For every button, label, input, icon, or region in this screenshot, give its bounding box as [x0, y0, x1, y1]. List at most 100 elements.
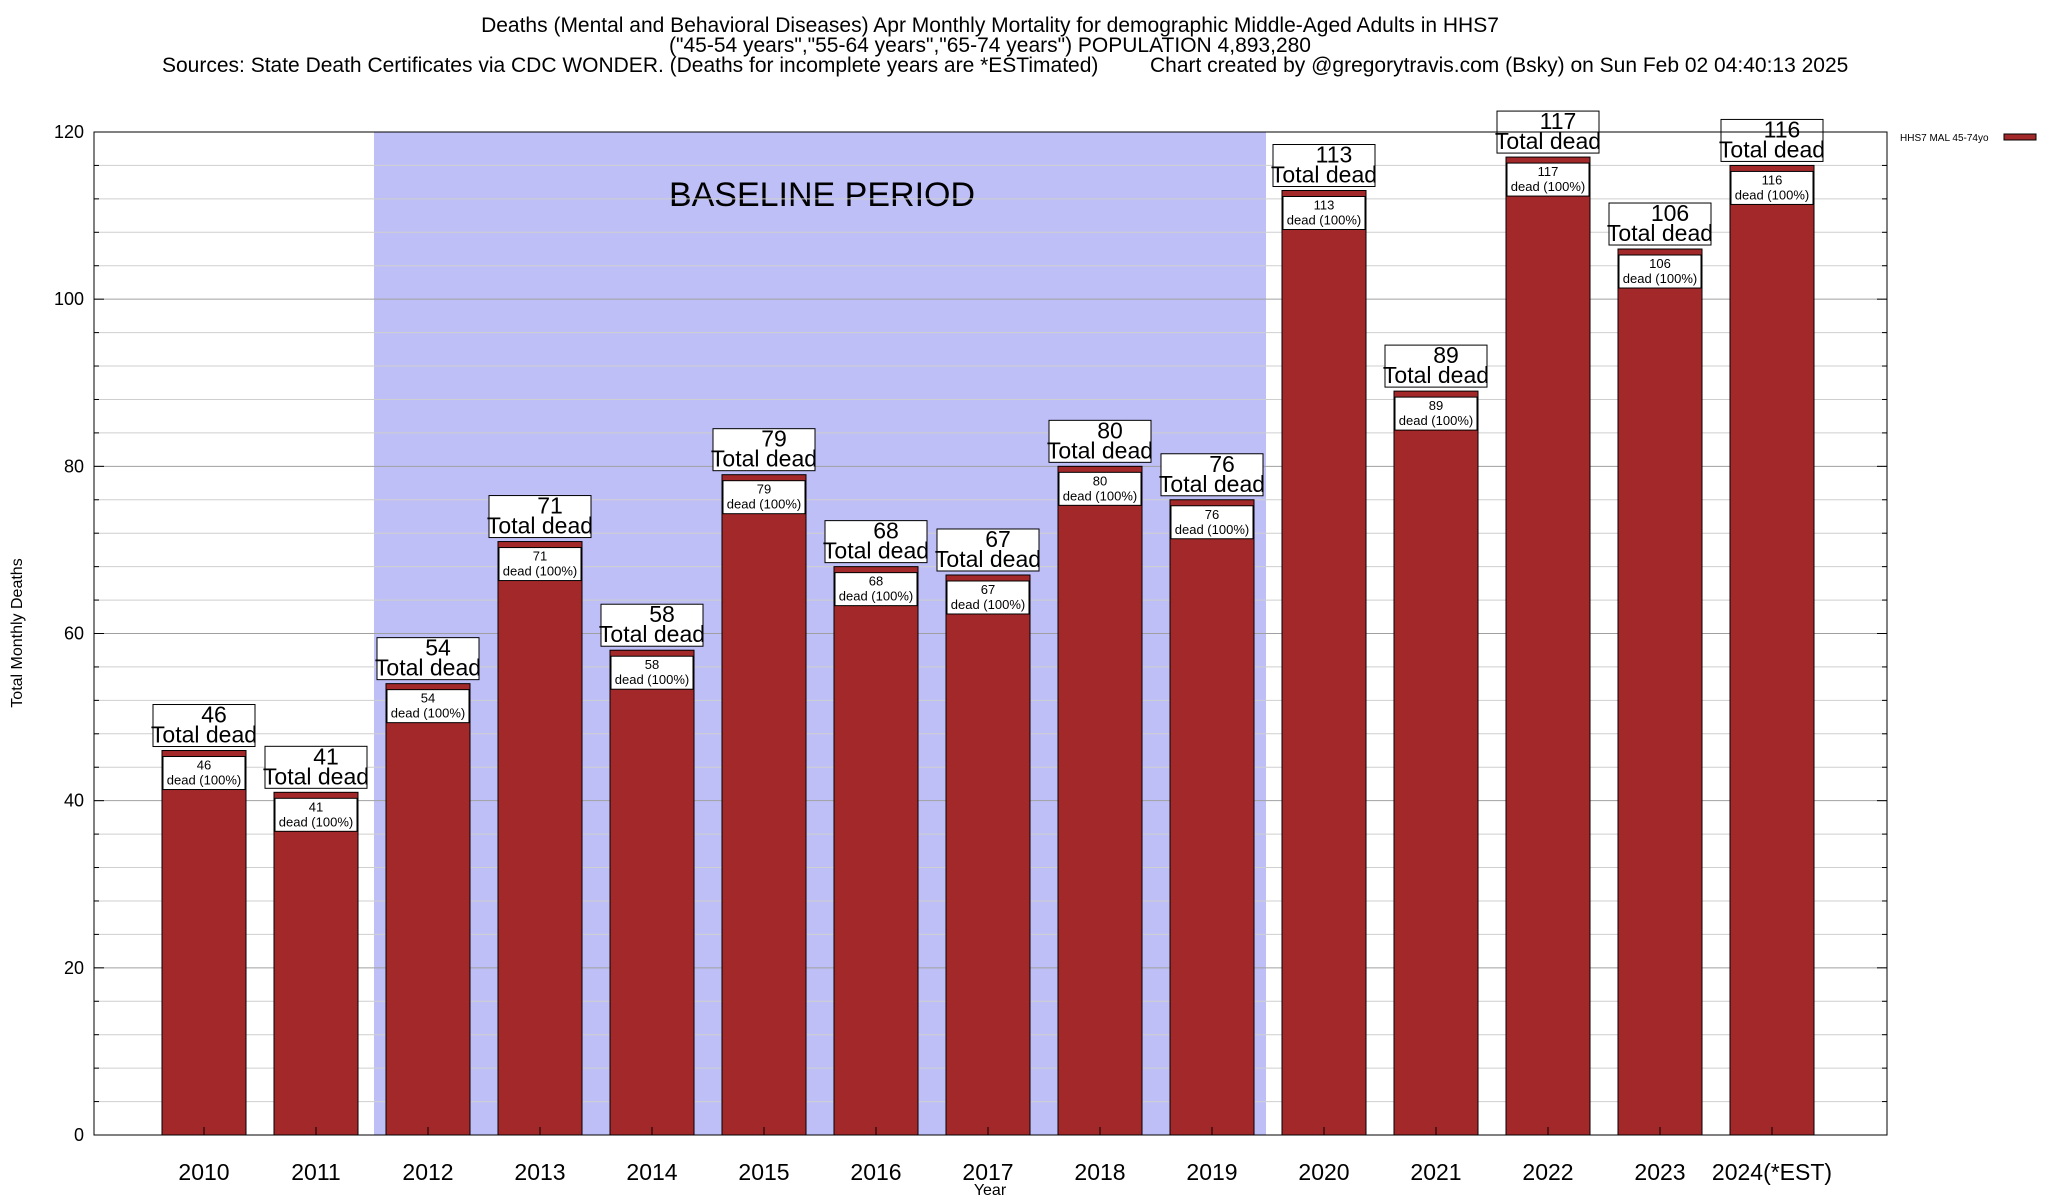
bar-total-label: Total dead: [487, 513, 593, 539]
bar-total-label: Total dead: [375, 655, 481, 681]
bar-inner-label: dead (100%): [1063, 488, 1137, 503]
bar-top-box: [824, 520, 928, 564]
bar-top-box: [936, 528, 1040, 572]
y-tick-label: 80: [64, 456, 84, 476]
bar-value-label: 116: [1764, 116, 1801, 142]
bar-inner-label: dead (100%): [1511, 179, 1585, 194]
bar-inner-box: [946, 580, 1030, 615]
bar-top-box: [1160, 453, 1264, 497]
bar-value-label: 67: [985, 526, 1011, 552]
bar-total-label: Total dead: [823, 538, 929, 564]
bar-2022: [1505, 156, 1591, 1136]
plot-border: [93, 131, 1888, 1136]
bar-top-box: [1720, 118, 1824, 162]
bar-inner-value: 68: [869, 574, 883, 589]
bar-inner-value: 76: [1205, 507, 1219, 522]
bar-inner-label: dead (100%): [615, 672, 689, 687]
bar-value-label: 68: [873, 518, 899, 544]
bar-total-label: Total dead: [711, 446, 817, 472]
bar-inner-label: dead (100%): [167, 773, 241, 788]
bar-inner-box: [1618, 254, 1702, 289]
bar-2011: [273, 791, 359, 1136]
bar-2010: [161, 750, 247, 1136]
bar-2019: [1169, 499, 1255, 1136]
x-tick-label: 2018: [1074, 1159, 1125, 1185]
x-tick-label: 2024(*EST): [1712, 1159, 1832, 1185]
bar-inner-label: dead (100%): [391, 706, 465, 721]
bar-2018: [1057, 465, 1143, 1136]
bar-2016: [833, 566, 919, 1136]
bar-inner-box: [1282, 196, 1366, 231]
bar-inner-label: dead (100%): [1399, 413, 1473, 428]
bar-inner-value: 54: [421, 691, 435, 706]
bar-total-label: Total dead: [1047, 437, 1153, 463]
bar-inner-box: [274, 797, 358, 832]
bar-inner-label: dead (100%): [727, 497, 801, 512]
chart-credit: Chart created by @gregorytravis.com (Bsk…: [1150, 54, 1848, 77]
bar-inner-value: 89: [1429, 398, 1443, 413]
bar-top-box: [264, 745, 368, 789]
bar-2015: [721, 474, 807, 1136]
bar-inner-box: [1170, 505, 1254, 540]
y-axis-label: Total Monthly Deaths: [9, 558, 26, 707]
bar-value-label: 80: [1097, 417, 1123, 443]
bar-total-label: Total dead: [1719, 136, 1825, 162]
bar-inner-value: 79: [757, 482, 771, 497]
bar-2014: [609, 649, 695, 1136]
bar-inner-box: [1394, 396, 1478, 431]
bar-inner-box: [1058, 471, 1142, 506]
x-tick-label: 2020: [1298, 1159, 1349, 1185]
bar-inner-box: [722, 480, 806, 515]
x-tick-label: 2017: [962, 1159, 1013, 1185]
bar-2024(*EST): [1729, 164, 1815, 1136]
bar-inner-label: dead (100%): [1175, 522, 1249, 537]
bar-inner-value: 80: [1093, 473, 1107, 488]
chart-sources: Sources: State Death Certificates via CD…: [162, 54, 1098, 77]
bar-top-box: [1384, 344, 1488, 388]
legend-label: HHS7 MAL 45-74yo: [1900, 133, 1989, 144]
bar-inner-box: [162, 756, 246, 791]
bar-inner-value: 58: [645, 657, 659, 672]
x-tick-label: 2015: [738, 1159, 789, 1185]
bar-value-label: 79: [761, 426, 787, 452]
bar-total-label: Total dead: [1159, 471, 1265, 497]
x-tick-label: 2023: [1634, 1159, 1685, 1185]
bar-top-box: [152, 704, 256, 748]
bar-inner-value: 46: [197, 758, 211, 773]
bar-top-box: [376, 637, 480, 681]
bar-inner-label: dead (100%): [279, 814, 353, 829]
axis-layer: 0 20 40 60 80 100 120 2010 2011 2012 2013 2014 2015 2…: [54, 122, 1888, 1185]
bar-total-label: Total dead: [1271, 162, 1377, 188]
bar-top-box: [1608, 202, 1712, 246]
bar-value-label: 113: [1316, 142, 1353, 168]
bar-inner-value: 41: [309, 799, 323, 814]
x-axis-label: Year: [974, 1182, 1007, 1199]
bar-total-label: Total dead: [935, 546, 1041, 572]
bar-value-label: 76: [1209, 451, 1235, 477]
bar-value-label: 41: [313, 743, 339, 769]
bar-total-label: Total dead: [1383, 362, 1489, 388]
bar-inner-box: [1730, 170, 1814, 205]
bar-top-box: [1048, 419, 1152, 463]
bar-inner-value: 106: [1649, 256, 1671, 271]
x-tick-label: 2019: [1186, 1159, 1237, 1185]
x-tick-label: 2014: [626, 1159, 677, 1185]
y-tick-label: 20: [64, 958, 84, 978]
bar-inner-label: dead (100%): [1287, 213, 1361, 228]
legend-swatch: [2003, 133, 2037, 141]
bar-inner-value: 116: [1762, 172, 1783, 187]
bar-inner-label: dead (100%): [839, 589, 913, 604]
bar-value-label: 54: [425, 635, 451, 661]
bar-2023: [1617, 248, 1703, 1136]
bar-inner-value: 71: [533, 549, 547, 564]
bar-total-label: Total dead: [599, 621, 705, 647]
bar-inner-value: 117: [1538, 164, 1559, 179]
bar-value-label: 58: [649, 601, 675, 627]
bar-2013: [497, 541, 583, 1136]
y-tick-label: 40: [64, 791, 84, 811]
bar-inner-box: [834, 572, 918, 607]
x-tick-label: 2013: [514, 1159, 565, 1185]
bar-value-label: 117: [1540, 108, 1577, 134]
y-tick-label: 100: [54, 289, 84, 309]
